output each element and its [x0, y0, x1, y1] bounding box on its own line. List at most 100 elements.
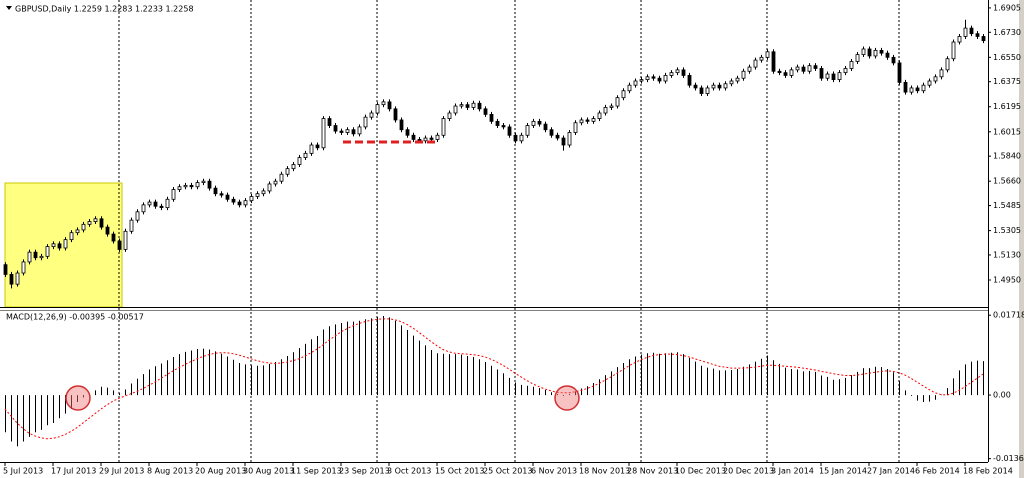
candle-body	[585, 119, 590, 122]
candle-body	[861, 48, 866, 55]
candle-body	[603, 107, 608, 114]
candle-body	[765, 51, 770, 58]
candle-body	[381, 101, 386, 106]
candle-body	[243, 200, 248, 206]
candle-body	[885, 52, 890, 58]
candle-body	[171, 189, 176, 200]
y-tick-label: 1.6195	[993, 102, 1021, 111]
candle-body	[333, 125, 338, 132]
candle-body	[819, 68, 824, 79]
y-tick-label: 1.5130	[993, 250, 1021, 259]
candle-body	[141, 204, 146, 213]
candle-body	[351, 129, 356, 135]
candle-body	[651, 76, 656, 79]
candle-body	[165, 198, 170, 209]
candle-body	[309, 144, 314, 154]
candle-body	[621, 90, 626, 99]
candle-body	[921, 84, 926, 92]
candle-body	[399, 119, 404, 131]
candle-body	[75, 229, 80, 234]
y-tick-label: 1.6550	[993, 53, 1021, 62]
candle-body	[867, 48, 872, 57]
x-tick-label: 27 Jan 2014	[867, 467, 915, 476]
candle-body	[801, 66, 806, 72]
candle-body	[27, 251, 32, 263]
candle-body	[375, 104, 380, 114]
candle-body	[759, 56, 764, 61]
cross-marker	[65, 385, 91, 411]
candle-body	[699, 87, 704, 94]
candle-body	[213, 187, 218, 195]
candle-body	[933, 76, 938, 82]
y-tick-label: 1.6905	[993, 3, 1021, 12]
y-tick-label: 1.5840	[993, 152, 1021, 161]
candle-body	[21, 261, 26, 274]
x-tick-label: 29 Jul 2013	[99, 467, 144, 476]
candle-body	[63, 239, 68, 249]
cross-marker	[554, 385, 580, 411]
candle-body	[615, 97, 620, 107]
candle-body	[693, 84, 698, 89]
candle-body	[627, 84, 632, 92]
candle-body	[795, 66, 800, 71]
candle-body	[579, 119, 584, 124]
candle-body	[231, 198, 236, 203]
candle-body	[597, 112, 602, 119]
candle-body	[39, 255, 44, 259]
candle-body	[657, 77, 662, 82]
candle-body	[927, 80, 932, 86]
candle-body	[291, 164, 296, 170]
x-tick-label: 20 Dec 2013	[723, 467, 774, 476]
candle-body	[549, 129, 554, 136]
x-tick-label: 15 Oct 2013	[435, 467, 484, 476]
candle-body	[297, 157, 302, 165]
y-tick-label: 0.01718	[993, 311, 1024, 320]
candle-body	[561, 137, 566, 146]
x-tick-label: 23 Sep 2013	[339, 467, 390, 476]
candle-body	[255, 193, 260, 197]
candle-body	[111, 233, 116, 242]
candle-body	[45, 246, 50, 257]
candle-body	[705, 87, 710, 94]
candle-body	[201, 180, 206, 183]
x-tick-label: 3 Jan 2014	[771, 467, 814, 476]
candle-body	[459, 104, 464, 107]
candle-body	[69, 232, 74, 241]
candle-body	[321, 118, 326, 149]
candle-body	[513, 134, 518, 142]
candle-body	[345, 129, 350, 133]
candle-body	[219, 193, 224, 196]
candle-body	[441, 118, 446, 136]
candle-body	[405, 129, 410, 136]
candle-body	[327, 118, 332, 126]
candle-body	[501, 125, 506, 128]
x-tick-label: 28 Nov 2013	[627, 467, 678, 476]
candle-body	[453, 105, 458, 114]
candle-body	[339, 130, 344, 133]
candle-body	[741, 70, 746, 79]
candle-body	[537, 120, 542, 125]
candle-body	[369, 112, 374, 118]
candle-body	[771, 51, 776, 72]
candle-body	[57, 243, 62, 249]
candle-body	[645, 76, 650, 81]
candle-body	[477, 102, 482, 110]
candle-body	[357, 126, 362, 135]
y-tick-label: 1.4950	[993, 276, 1021, 285]
candle-body	[123, 230, 128, 250]
x-tick-label: 20 Aug 2013	[195, 467, 246, 476]
candle-body	[105, 226, 110, 235]
candle-body	[117, 240, 122, 250]
x-tick-label: 6 Nov 2013	[531, 467, 577, 476]
candle-body	[429, 137, 434, 140]
candle-body	[129, 219, 134, 232]
candle-body	[963, 27, 968, 37]
candle-body	[435, 134, 440, 140]
candle-body	[153, 201, 158, 207]
candle-body	[237, 201, 242, 206]
candle-body	[99, 218, 104, 228]
candle-body	[543, 123, 548, 131]
candle-body	[735, 77, 740, 82]
candle-body	[93, 218, 98, 222]
